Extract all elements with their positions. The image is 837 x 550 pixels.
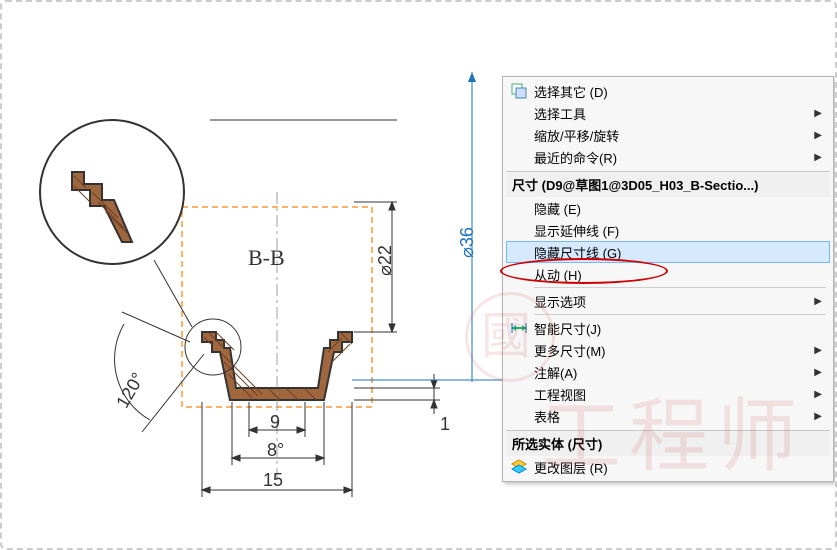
menu-label: 隐藏尺寸线 (G) [534,243,621,262]
menu-recent-commands[interactable]: 最近的命令(R) ▶ [506,146,830,168]
change-layer-icon [510,458,528,476]
menu-annotations[interactable]: 注解(A) ▶ [506,361,830,383]
menu-label: 从动 (H) [534,265,582,284]
menu-label: 最近的命令(R) [534,148,617,167]
menu-label: 显示延伸线 (F) [534,221,619,240]
menu-driven[interactable]: 从动 (H) [506,263,830,285]
menu-label: 智能尺寸(J) [534,319,601,338]
section-label: B-B [248,245,285,271]
menu-hide-dimension-line[interactable]: 隐藏尺寸线 (G) [506,241,830,263]
dim-1[interactable]: 1 [440,414,450,435]
menu-drawing-views[interactable]: 工程视图 ▶ [506,383,830,405]
engineering-drawing-svg [2,2,502,550]
menu-select-tools[interactable]: 选择工具 ▶ [506,102,830,124]
submenu-arrow-icon: ▶ [814,130,822,141]
menu-label: 显示选项 [534,292,586,311]
dim-diam36[interactable]: ⌀36 [457,227,478,258]
smart-dim-icon [510,319,528,337]
menu-label: 缩放/平移/旋转 [534,126,619,145]
menu-display-options[interactable]: 显示选项 ▶ [506,290,830,312]
dim-9[interactable]: 9 [270,412,280,433]
menu-smart-dimension[interactable]: 智能尺寸(J) [506,317,830,339]
menu-label: 更多尺寸(M) [534,341,606,360]
context-menu: 选择其它 (D) 选择工具 ▶ 缩放/平移/旋转 ▶ 最近的命令(R) ▶ 尺寸… [502,76,834,482]
submenu-arrow-icon: ▶ [814,411,822,422]
menu-header-selected-entity: 所选实体 (尺寸) [506,430,830,456]
dim-diam22[interactable]: ⌀22 [375,245,396,276]
menu-label: 更改图层 (R) [534,458,608,477]
menu-zoom-pan-rotate[interactable]: 缩放/平移/旋转 ▶ [506,124,830,146]
menu-label: 选择其它 (D) [534,82,608,101]
select-other-icon [510,82,528,100]
submenu-arrow-icon: ▶ [814,367,822,378]
menu-label: 表格 [534,407,560,426]
menu-select-other[interactable]: 选择其它 (D) [506,80,830,102]
menu-separator [534,314,826,315]
app-frame: B-B ⌀22 ⌀36 120° 9 8° 15 1 选择其它 (D) 选择工具… [0,0,837,550]
menu-tables[interactable]: 表格 ▶ [506,405,830,427]
menu-header-dimension: 尺寸 (D9@草图1@3D05_H03_B-Sectio...) [506,171,830,197]
menu-hide[interactable]: 隐藏 (E) [506,197,830,219]
submenu-arrow-icon: ▶ [814,296,822,307]
menu-label: 选择工具 [534,104,586,123]
dim-15[interactable]: 15 [263,470,283,491]
submenu-arrow-icon: ▶ [814,345,822,356]
drawing-canvas[interactable]: B-B ⌀22 ⌀36 120° 9 8° 15 1 [2,2,502,550]
menu-change-layer[interactable]: 更改图层 (R) [506,456,830,478]
submenu-arrow-icon: ▶ [814,152,822,163]
menu-label: 隐藏 (E) [534,199,581,218]
dim-8deg[interactable]: 8° [267,440,284,461]
menu-label: 工程视图 [534,385,586,404]
menu-separator [534,287,826,288]
menu-more-dimensions[interactable]: 更多尺寸(M) ▶ [506,339,830,361]
submenu-arrow-icon: ▶ [814,108,822,119]
menu-label: 注解(A) [534,363,577,382]
submenu-arrow-icon: ▶ [814,389,822,400]
menu-show-extension[interactable]: 显示延伸线 (F) [506,219,830,241]
